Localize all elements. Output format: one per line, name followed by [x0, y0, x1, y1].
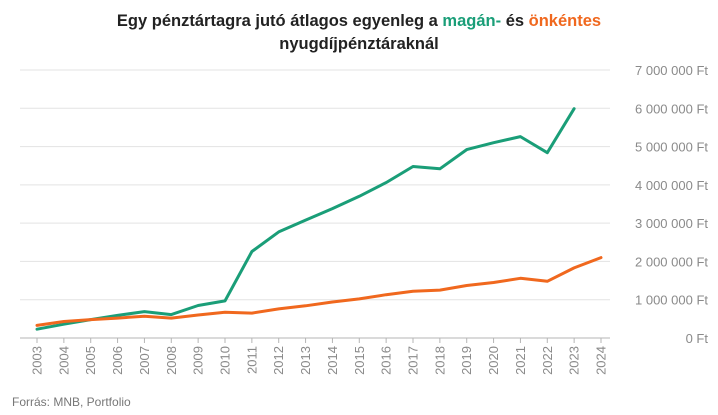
x-tick-label: 2014	[325, 346, 340, 375]
x-tick-label: 2007	[137, 346, 152, 375]
series-line-magan	[35, 107, 576, 331]
y-tick-label: 2 000 000 Ft	[635, 254, 708, 269]
x-tick-label: 2016	[379, 346, 394, 375]
x-tick-label: 2015	[352, 346, 367, 375]
y-tick-label: 1 000 000 Ft	[635, 293, 708, 308]
y-tick-label: 4 000 000 Ft	[635, 178, 708, 193]
x-tick-label: 2004	[56, 346, 71, 375]
x-tick-label: 2022	[540, 346, 555, 375]
x-tick-label: 2020	[486, 346, 501, 375]
chart-title: Egy pénztártagra jutó átlagos egyenleg a…	[0, 10, 718, 56]
y-axis-ticks: 0 Ft 1 000 000 Ft 2 000 000 Ft 3 000 000 Ft…	[635, 63, 708, 346]
x-tick-label: 2019	[459, 346, 474, 375]
series-lines	[35, 107, 603, 331]
gridlines	[20, 69, 610, 301]
y-tick-label: 3 000 000 Ft	[635, 216, 708, 231]
y-tick-label: 0 Ft	[686, 331, 709, 346]
x-tick-label: 2009	[191, 346, 206, 375]
x-tick-label: 2013	[298, 346, 313, 375]
x-tick-label: 2003	[30, 346, 45, 375]
x-tick-label: 2011	[244, 346, 259, 374]
series-line-onkentes	[35, 256, 603, 327]
x-tick-label: 2008	[164, 346, 179, 375]
y-tick-label: 6 000 000 Ft	[635, 101, 708, 116]
x-tick-label: 2005	[83, 346, 98, 375]
x-tick-label: 2023	[567, 346, 582, 375]
title-text-part2: és	[501, 12, 529, 30]
y-tick-label: 7 000 000 Ft	[635, 63, 708, 78]
title-highlight-onkentes: önkéntes	[528, 12, 602, 30]
title-highlight-magan: magán-	[442, 12, 502, 30]
x-tick-label: 2021	[513, 346, 528, 375]
x-tick-label: 2010	[218, 346, 233, 375]
x-tick-label: 2018	[432, 346, 447, 375]
title-text-part1: Egy pénztártagra jutó átlagos egyenleg a	[116, 12, 443, 30]
x-tick-label: 2012	[271, 346, 286, 375]
source-note: Forrás: MNB, Portfolio	[12, 395, 131, 409]
x-tick-label: 2017	[406, 346, 421, 375]
x-tick-label: 2024	[594, 346, 609, 375]
x-tick-label: 2006	[110, 346, 125, 375]
title-line2: nyugdíjpénztáraknál	[279, 35, 439, 53]
x-axis: 2003 2004 2005 2006 2007 2008 2009 2010 2011 2012…	[20, 337, 610, 375]
y-tick-label: 5 000 000 Ft	[635, 140, 708, 155]
